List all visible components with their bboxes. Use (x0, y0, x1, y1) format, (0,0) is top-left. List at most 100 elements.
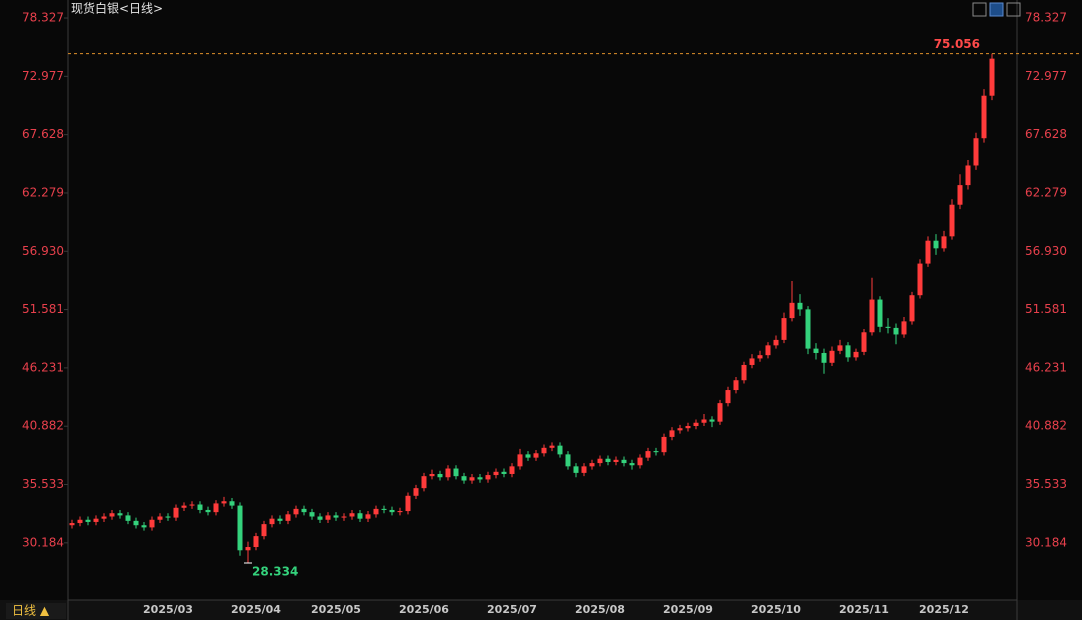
candle-body (925, 240, 931, 264)
min-label: 28.334 (252, 565, 298, 579)
period-button[interactable]: 日线 ▲ (12, 604, 50, 618)
candle-body (341, 516, 347, 518)
candle-body (621, 459, 627, 464)
candle-body (549, 445, 555, 448)
candle-body (461, 476, 467, 481)
candle-body (837, 345, 843, 351)
candle-body (917, 263, 923, 296)
candle-body (109, 513, 115, 517)
candle-body (565, 454, 571, 467)
y2-tick-label: 30.184 (1025, 535, 1067, 549)
candle-body (237, 505, 243, 551)
y-tick-label: 78.327 (22, 11, 64, 25)
x-tick-label: 2025/06 (399, 603, 449, 616)
candle-body (165, 516, 171, 518)
candle-body (325, 515, 331, 520)
candle-body (181, 505, 187, 508)
chart-title: 现货白银<日线> (71, 1, 163, 16)
candle-body (677, 428, 683, 431)
candle-body (661, 436, 667, 453)
y-tick-label: 40.882 (22, 419, 64, 433)
candle-body (789, 302, 795, 319)
candle-body (669, 430, 675, 437)
x-axis-band (0, 600, 1082, 620)
candle-body (813, 348, 819, 353)
candle-body (381, 508, 387, 510)
period-button-bg[interactable] (6, 603, 66, 619)
candle-body (733, 380, 739, 391)
candle-body (725, 390, 731, 404)
candle-body (173, 507, 179, 518)
candle-body (405, 495, 411, 512)
candle-body (245, 547, 251, 551)
candle-body (805, 309, 811, 349)
x-tick-label: 2025/10 (751, 603, 801, 616)
candle-body (949, 204, 955, 237)
candle-body (317, 516, 323, 520)
candle-body (989, 58, 995, 96)
candle-body (685, 426, 691, 429)
candle-body (589, 463, 595, 467)
candle-body (773, 339, 779, 346)
x-tick-label: 2025/12 (919, 603, 969, 616)
candle-body (157, 516, 163, 520)
candle-body (69, 523, 75, 526)
candle-body (445, 468, 451, 478)
candle-body (885, 326, 891, 328)
candle-body (533, 453, 539, 458)
candle-body (845, 345, 851, 358)
candle-body (453, 468, 459, 477)
candle-body (389, 509, 395, 513)
candle-body (613, 459, 619, 462)
y-tick-label: 56.930 (22, 244, 64, 258)
candle-body (765, 345, 771, 356)
candle-body (189, 504, 195, 506)
candle-body (893, 327, 899, 335)
candle-body (933, 240, 939, 249)
candle-body (861, 332, 867, 352)
candle-body (597, 458, 603, 464)
candle-body (973, 138, 979, 166)
candle-body (909, 295, 915, 322)
y2-tick-label: 51.581 (1025, 302, 1067, 316)
max-label: 75.056 (934, 37, 980, 51)
candle-body (629, 463, 635, 466)
candle-body (365, 514, 371, 519)
y-tick-label: 35.533 (22, 477, 64, 491)
candle-body (509, 466, 515, 474)
x-tick-label: 2025/05 (311, 603, 361, 616)
candle-body (717, 403, 723, 422)
candle-body (869, 299, 875, 333)
candle-body (501, 471, 507, 474)
candle-body (829, 350, 835, 363)
candle-body (477, 477, 483, 480)
y-tick-label: 30.184 (22, 535, 64, 549)
candle-body (797, 302, 803, 310)
candle-body (253, 536, 259, 548)
candle-body (877, 299, 883, 327)
candle-body (429, 473, 435, 477)
candle-body (757, 355, 763, 359)
candle-body (149, 519, 155, 528)
candle-body (397, 511, 403, 513)
candle-body (357, 513, 363, 519)
candle-body (541, 447, 547, 454)
candle-body (741, 364, 747, 381)
candle-body (605, 458, 611, 462)
icon-button[interactable] (972, 2, 987, 17)
candle-body (333, 515, 339, 518)
icon-button[interactable] (1006, 2, 1021, 17)
y-tick-label: 62.279 (22, 185, 64, 199)
candle-body (197, 504, 203, 510)
candle-body (277, 518, 283, 521)
candle-body (125, 515, 131, 521)
y2-tick-label: 67.628 (1025, 127, 1067, 141)
candle-body (205, 509, 211, 513)
candle-body (93, 518, 99, 522)
toolbar-icons[interactable] (972, 2, 1021, 17)
icon-button[interactable] (989, 2, 1004, 17)
candle-body (525, 454, 531, 458)
candle-body (901, 321, 907, 335)
